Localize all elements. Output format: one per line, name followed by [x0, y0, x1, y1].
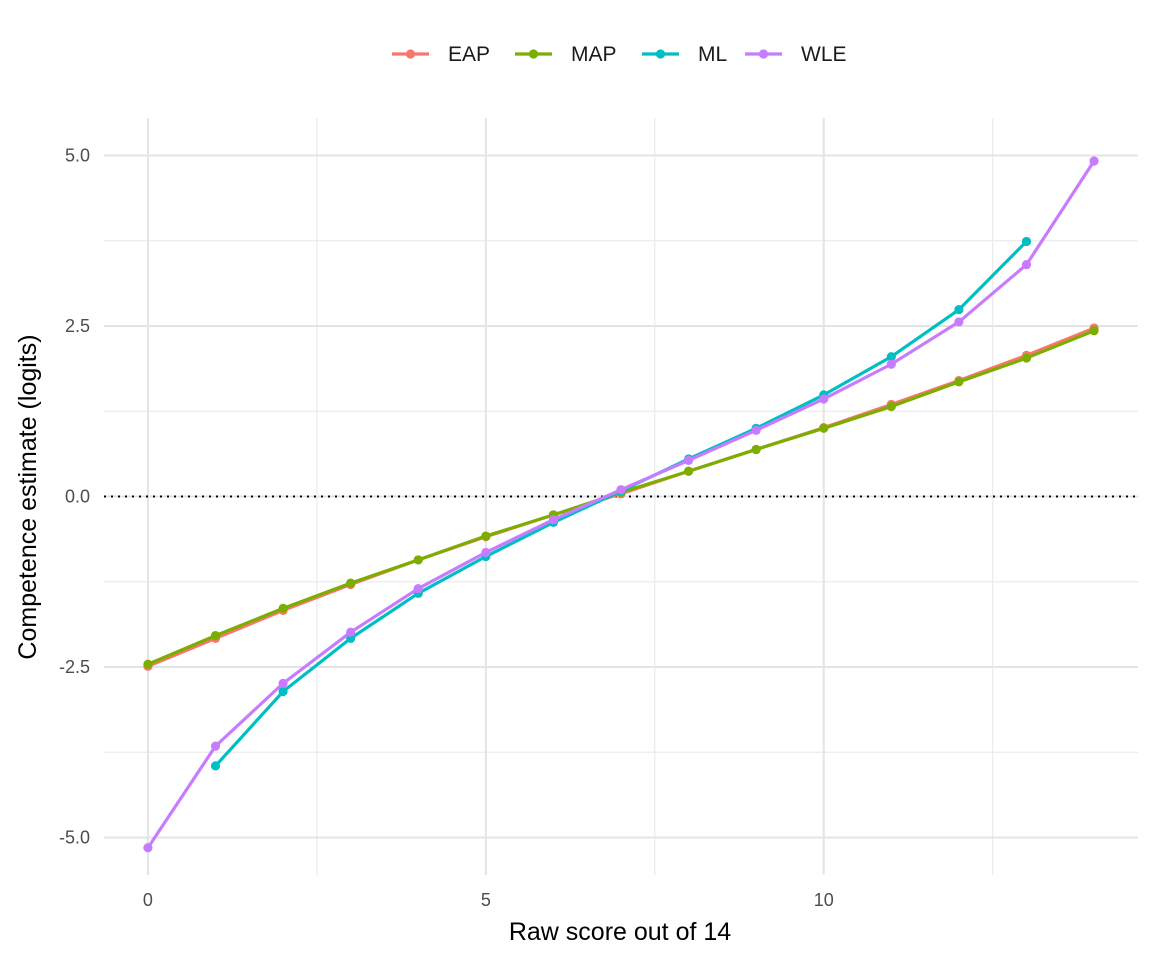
data-point-wle — [278, 678, 288, 688]
data-point-map — [278, 603, 288, 613]
x-axis-title: Raw score out of 14 — [509, 918, 731, 946]
legend-key-point — [655, 49, 666, 59]
legend-label: EAP — [448, 43, 490, 66]
legend-item-ml: ML — [642, 43, 727, 66]
data-point-ml — [954, 305, 964, 315]
data-point-wle — [413, 583, 423, 594]
data-point-wle — [548, 515, 559, 525]
data-point-wle — [143, 843, 153, 853]
data-point-wle — [210, 741, 221, 751]
legend-item-wle: WLE — [745, 43, 847, 66]
legend-key-point — [405, 49, 416, 59]
x-tick-label: 5 — [481, 890, 491, 910]
data-point-map — [481, 531, 491, 541]
data-point-map — [210, 631, 221, 641]
data-point-ml — [278, 686, 288, 697]
legend-label: WLE — [801, 43, 847, 66]
series-wle — [143, 156, 1099, 853]
data-point-wle — [954, 317, 964, 327]
data-point-map — [346, 578, 356, 588]
data-point-wle — [1021, 260, 1032, 270]
data-point-wle — [616, 485, 626, 495]
legend-item-eap: EAP — [392, 43, 490, 66]
data-point-wle — [1089, 156, 1099, 166]
legend: EAP MAP ML WLE — [392, 43, 847, 66]
data-point-map — [1089, 326, 1099, 336]
x-tick-label: 10 — [814, 890, 834, 910]
legend-key-point — [758, 49, 769, 59]
axis-tick-labels: 0 5 10 -5.0 -2.5 0.0 2.5 5.0 — [59, 146, 834, 910]
data-point-ml — [210, 761, 221, 771]
data-point-wle — [886, 359, 896, 369]
legend-item-map: MAP — [515, 43, 617, 66]
legend-label: MAP — [571, 43, 617, 66]
data-point-map — [819, 423, 829, 433]
data-point-ml — [1021, 236, 1032, 247]
data-point-map — [886, 401, 896, 412]
y-tick-label: 2.5 — [65, 316, 90, 336]
data-point-wle — [346, 627, 356, 637]
legend-label: ML — [698, 43, 727, 66]
data-point-wle — [683, 455, 694, 465]
data-point-map — [1021, 353, 1032, 363]
data-point-map — [751, 444, 761, 455]
data-point-map — [954, 377, 964, 387]
data-point-wle — [481, 547, 491, 558]
series-lines — [143, 156, 1099, 853]
x-tick-label: 0 — [143, 890, 153, 910]
y-tick-label: -5.0 — [59, 827, 90, 847]
data-point-ml — [886, 352, 896, 362]
data-point-wle — [819, 394, 829, 404]
data-point-map — [143, 659, 153, 669]
legend-key-point — [528, 49, 539, 59]
data-point-wle — [751, 425, 761, 435]
y-tick-label: -2.5 — [59, 657, 90, 677]
data-point-map — [683, 466, 694, 476]
y-axis-title: Competence estimate (logits) — [14, 334, 42, 659]
y-tick-label: 5.0 — [65, 146, 90, 166]
y-tick-label: 0.0 — [65, 487, 90, 507]
data-point-map — [413, 555, 423, 565]
